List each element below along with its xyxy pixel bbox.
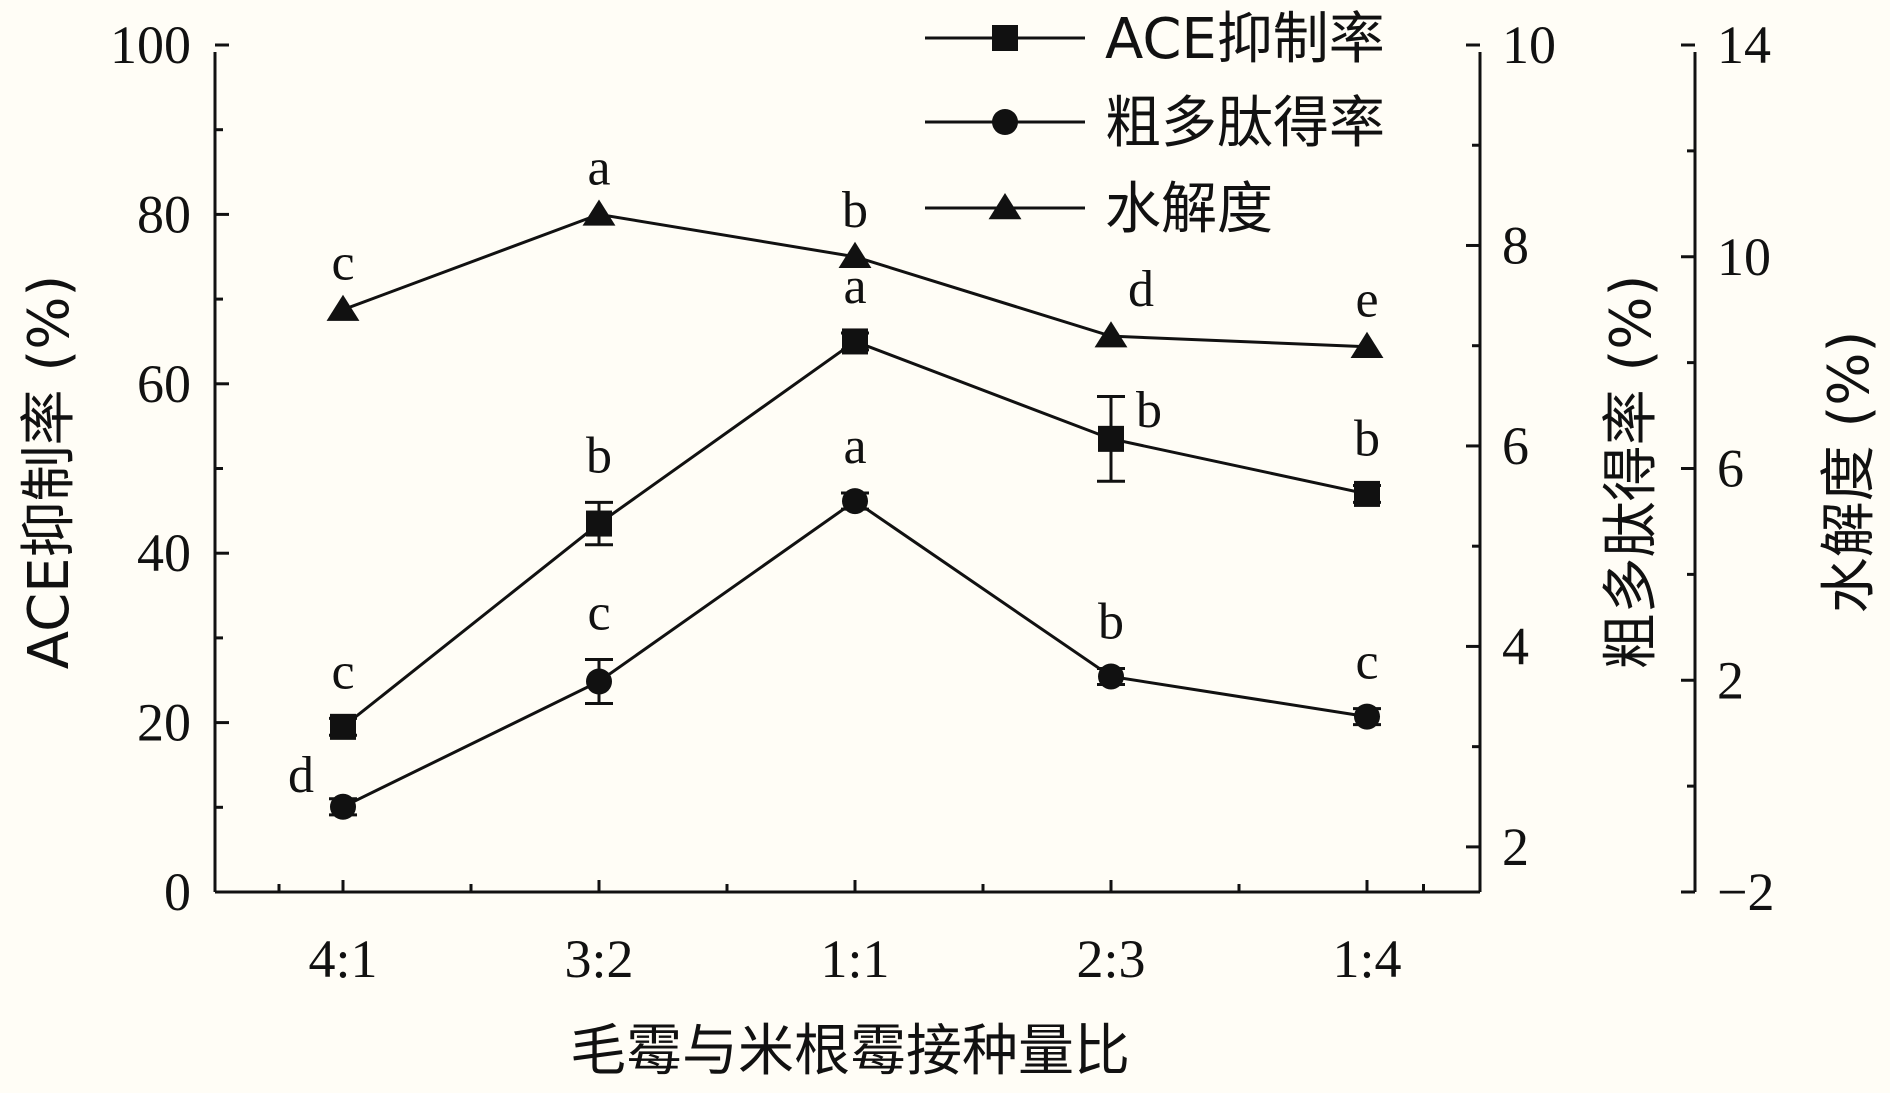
data-point: [1098, 663, 1124, 690]
left-tick-label: 0: [164, 862, 191, 922]
significance-letter: b: [1354, 410, 1380, 467]
right2-axis-title: 水解度 (%): [1817, 331, 1882, 614]
x-tick-label: 3:2: [564, 929, 633, 989]
significance-letter: d: [288, 747, 314, 804]
right1-axis-title: 粗多肽得率 (%): [1599, 275, 1664, 670]
significance-letter: c: [331, 235, 354, 292]
significance-letter: b: [842, 182, 868, 239]
data-point: [1354, 703, 1380, 730]
x-tick-label: 4:1: [308, 929, 377, 989]
series-square: [329, 328, 1381, 740]
x-tick-label: 2:3: [1076, 929, 1145, 989]
left-axis-title: ACE抑制率 (%): [17, 275, 82, 670]
right1-tick-label: 4: [1502, 616, 1529, 676]
right1-tick-label: 2: [1502, 817, 1529, 877]
right1-tick-label: 8: [1502, 215, 1529, 275]
data-point: [842, 328, 868, 355]
series-circle: [329, 488, 1381, 820]
legend-marker: [992, 25, 1018, 51]
significance-letter: b: [586, 427, 612, 484]
left-tick-label: 100: [110, 15, 191, 75]
legend-item-square: ACE抑制率: [925, 7, 1385, 72]
significance-letter: a: [843, 258, 866, 315]
significance-letter: b: [1098, 593, 1124, 650]
data-point: [326, 294, 360, 321]
significance-letter: c: [1355, 634, 1378, 691]
series-line: [342, 339, 1368, 729]
data-point: [582, 199, 616, 226]
plot-frame: [213, 52, 1697, 894]
series-group: [326, 199, 1384, 820]
right1-tick-label: 6: [1502, 416, 1529, 476]
axis-ticks: 4:1 3:2 1:1 2:3 1:4 0 20 40 60 80 100 2 4 6 8 10 −2 2 6 10 1…: [110, 15, 1774, 989]
legend-item-circle: 粗多肽得率: [925, 91, 1385, 156]
data-point: [1354, 480, 1380, 507]
significance-letter: a: [843, 418, 866, 475]
left-tick-label: 80: [137, 184, 191, 244]
series-triangle: [326, 199, 1384, 358]
legend-label: ACE抑制率: [1105, 7, 1385, 72]
legend-marker: [988, 193, 1022, 220]
x-axis-title: 毛霉与米根霉接种量比: [570, 1019, 1130, 1084]
right2-tick-label: 14: [1717, 15, 1771, 75]
legend-label: 粗多肽得率: [1105, 91, 1385, 156]
significance-letter: c: [587, 584, 610, 641]
data-point: [1094, 321, 1128, 348]
right2-tick-label: 10: [1717, 227, 1771, 287]
left-tick-label: 20: [137, 693, 191, 753]
data-point: [586, 510, 612, 537]
significance-letter: d: [1128, 261, 1154, 318]
data-point: [330, 793, 356, 820]
legend-label: 水解度: [1105, 177, 1273, 242]
significance-letter: e: [1355, 272, 1378, 329]
right1-tick-label: 10: [1502, 15, 1556, 75]
data-point: [586, 668, 612, 695]
data-point: [1098, 425, 1124, 452]
right2-tick-label: 6: [1717, 439, 1744, 499]
legend-item-triangle: 水解度: [925, 177, 1273, 242]
x-tick-label: 1:1: [820, 929, 889, 989]
significance-letter: b: [1136, 382, 1162, 439]
series-line: [342, 499, 1368, 809]
significance-letter: c: [331, 643, 354, 700]
data-point: [330, 713, 356, 740]
legend-marker: [992, 109, 1018, 135]
significance-letter: a: [587, 139, 610, 196]
data-point: [838, 241, 872, 268]
x-tick-label: 1:4: [1332, 929, 1401, 989]
left-tick-label: 60: [137, 354, 191, 414]
left-tick-label: 40: [137, 523, 191, 583]
axis-titles: 毛霉与米根霉接种量比 ACE抑制率 (%) 粗多肽得率 (%) 水解度 (%): [17, 275, 1882, 1084]
right2-tick-label: 2: [1717, 650, 1744, 710]
data-point: [1350, 331, 1384, 358]
right2-tick-label: −2: [1717, 862, 1774, 922]
data-point: [842, 488, 868, 515]
